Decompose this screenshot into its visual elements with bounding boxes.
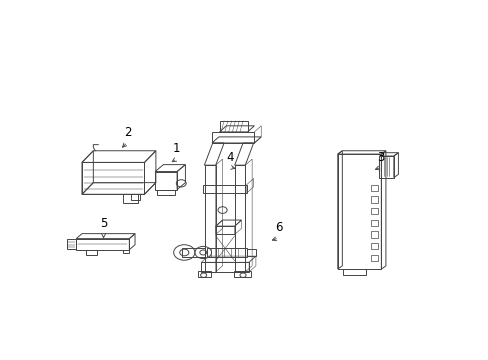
Text: 5: 5 — [100, 217, 107, 230]
Text: 3: 3 — [377, 151, 384, 164]
Text: 2: 2 — [123, 126, 131, 139]
Text: 6: 6 — [275, 221, 282, 234]
Text: 1: 1 — [173, 143, 180, 156]
Text: 4: 4 — [225, 151, 233, 164]
